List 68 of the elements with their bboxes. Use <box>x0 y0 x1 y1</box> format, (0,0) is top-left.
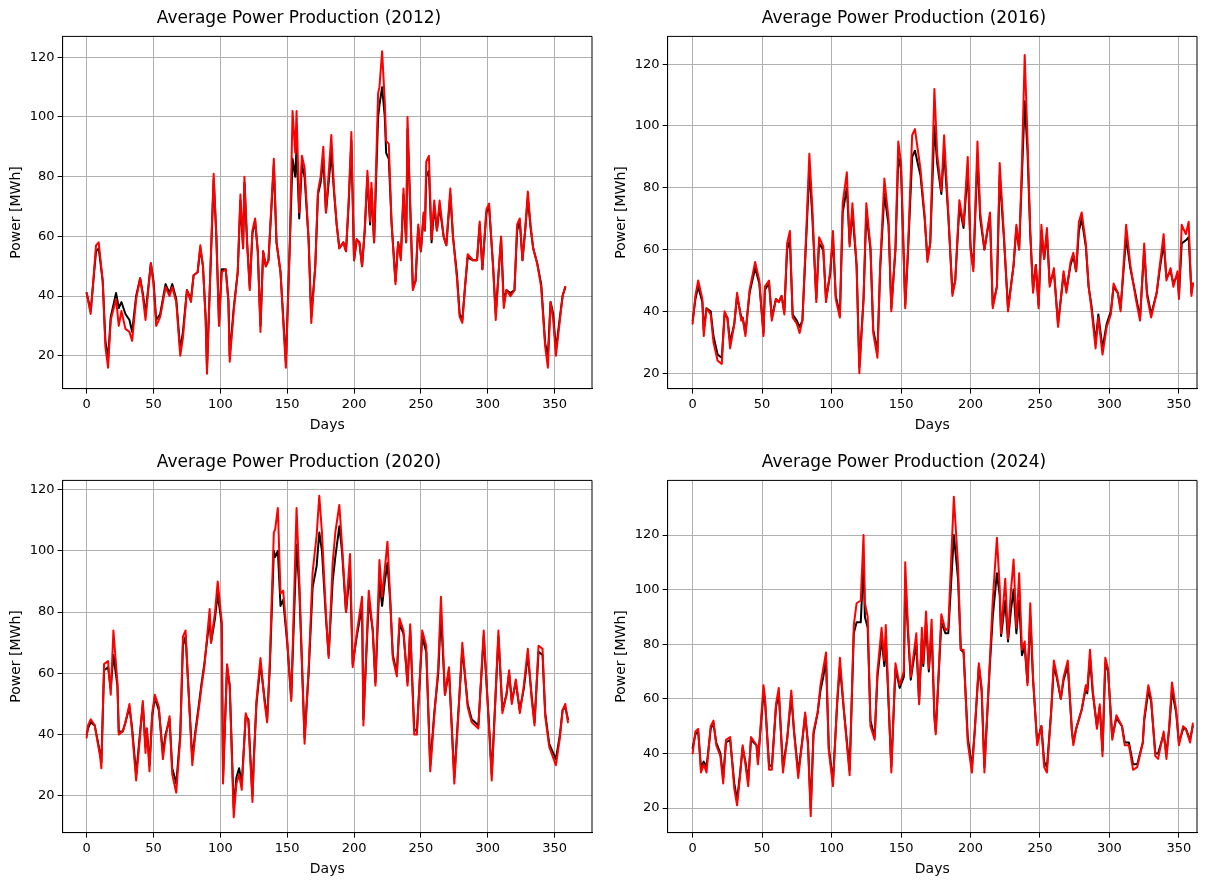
x-tick-label: 0 <box>688 839 697 855</box>
x-tick-label: 150 <box>274 395 300 411</box>
y-tick-label: 100 <box>29 108 55 124</box>
x-tick-label: 50 <box>145 839 162 855</box>
x-tick-label: 100 <box>207 395 233 411</box>
x-tick-label: 250 <box>408 395 434 411</box>
x-tick-label: 50 <box>753 839 771 855</box>
y-tick-label: 40 <box>38 287 55 303</box>
y-tick-label: 60 <box>38 227 55 243</box>
x-tick-label: 250 <box>408 839 434 855</box>
y-tick-label: 80 <box>38 168 55 184</box>
chart-title: Average Power Production (2012) <box>156 6 442 27</box>
y-axis-title: Power [MWh] <box>7 166 24 259</box>
x-tick-label: 300 <box>475 839 501 855</box>
x-tick-label: 50 <box>753 395 771 411</box>
x-tick-label: 200 <box>958 395 983 411</box>
x-tick-label: 150 <box>888 839 914 855</box>
y-axis-title: Power [MWh] <box>7 610 24 703</box>
y-tick-label: 40 <box>38 725 55 741</box>
x-axis-title: Days <box>914 860 950 877</box>
y-tick-label: 120 <box>29 480 55 496</box>
x-tick-label: 250 <box>1027 839 1053 855</box>
y-tick-label: 120 <box>634 55 660 71</box>
y-tick-label: 20 <box>643 799 660 815</box>
y-axis-title: Power [MWh] <box>612 610 629 703</box>
x-tick-label: 200 <box>341 395 367 411</box>
x-axis-title: Days <box>309 860 345 877</box>
x-tick-label: 300 <box>475 395 501 411</box>
y-tick-label: 80 <box>38 603 55 619</box>
x-tick-label: 100 <box>819 839 844 855</box>
y-tick-label: 120 <box>634 526 660 542</box>
y-tick-label: 80 <box>643 179 660 195</box>
y-tick-label: 40 <box>643 302 660 318</box>
y-tick-label: 120 <box>29 48 55 64</box>
y-tick-label: 60 <box>38 664 55 680</box>
x-tick-label: 200 <box>341 839 367 855</box>
y-tick-label: 60 <box>643 690 660 706</box>
x-tick-label: 0 <box>688 395 697 411</box>
y-tick-label: 40 <box>643 744 660 760</box>
x-tick-label: 350 <box>542 395 567 411</box>
x-tick-label: 100 <box>207 839 233 855</box>
x-axis-title: Days <box>914 416 950 433</box>
y-tick-label: 100 <box>634 580 660 596</box>
x-tick-label: 50 <box>145 395 162 411</box>
x-tick-label: 200 <box>958 839 983 855</box>
y-tick-label: 20 <box>38 787 55 803</box>
y-axis-title: Power [MWh] <box>612 166 629 259</box>
chart-title: Average Power Production (2024) <box>761 450 1047 471</box>
x-tick-label: 100 <box>819 395 844 411</box>
x-axis-title: Days <box>309 416 345 433</box>
chart-title: Average Power Production (2016) <box>761 6 1047 27</box>
chart-title: Average Power Production (2020) <box>156 450 442 471</box>
y-tick-label: 20 <box>38 347 55 363</box>
x-tick-label: 0 <box>82 395 91 411</box>
y-tick-label: 60 <box>643 240 660 256</box>
x-tick-label: 350 <box>1166 395 1192 411</box>
y-tick-label: 100 <box>634 117 660 133</box>
y-tick-label: 80 <box>643 635 660 651</box>
y-tick-label: 100 <box>29 542 55 558</box>
x-tick-label: 300 <box>1097 395 1122 411</box>
x-tick-label: 150 <box>888 395 914 411</box>
x-tick-label: 150 <box>274 839 300 855</box>
x-tick-label: 350 <box>542 839 567 855</box>
x-tick-label: 300 <box>1097 839 1122 855</box>
x-tick-label: 0 <box>82 839 91 855</box>
y-tick-label: 20 <box>643 364 660 380</box>
x-tick-label: 350 <box>1166 839 1192 855</box>
x-tick-label: 250 <box>1027 395 1053 411</box>
